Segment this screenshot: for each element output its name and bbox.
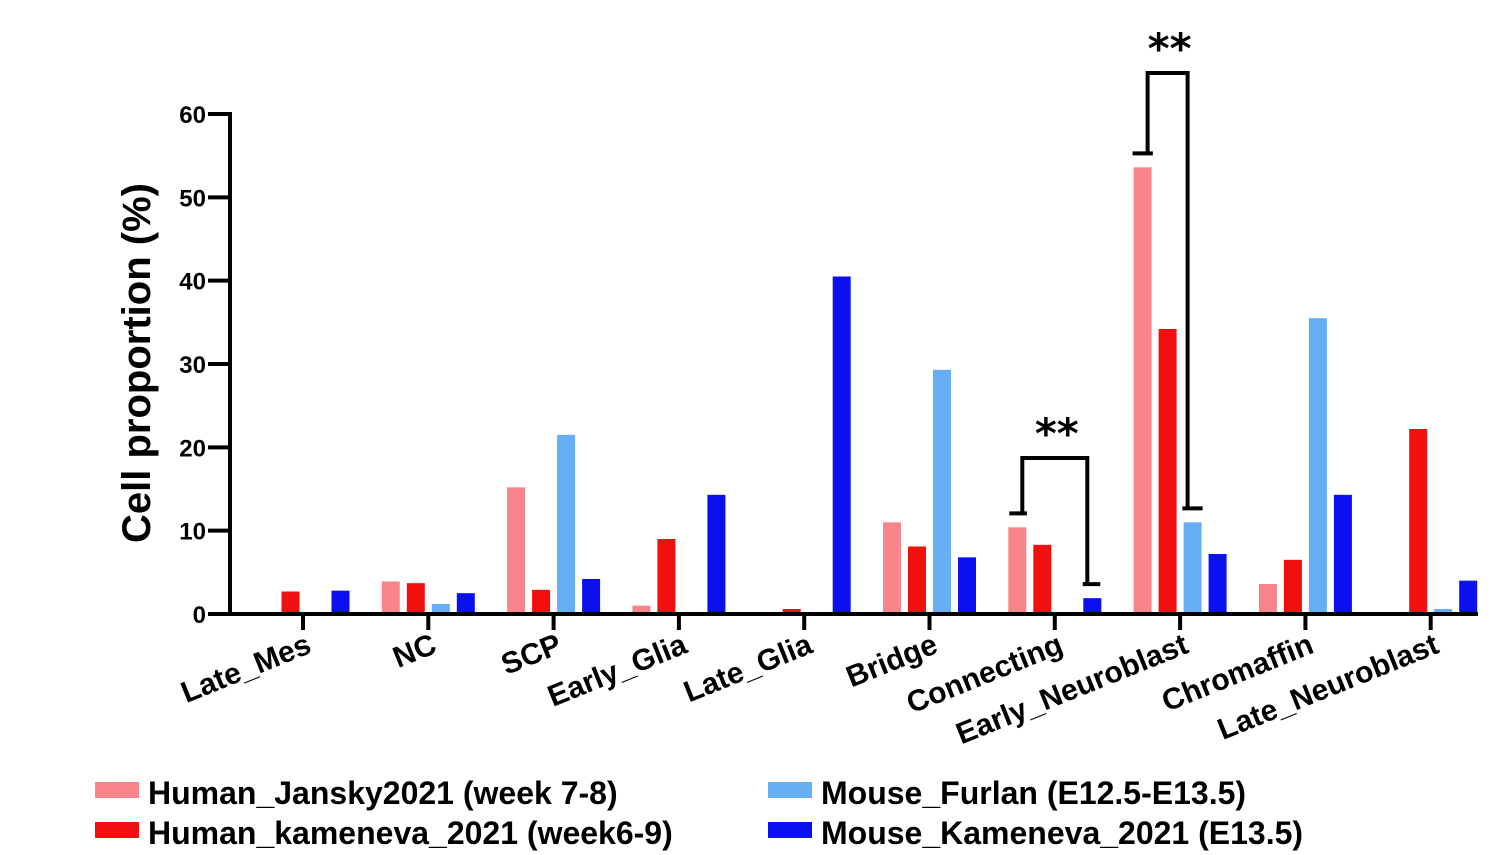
bar-scp-series-1 [507, 487, 526, 614]
bar-chromaffin-series-3 [1308, 318, 1327, 614]
bar-bridge-series-2 [908, 546, 926, 614]
legend-swatch [95, 782, 139, 798]
y-tick-label: 50 [179, 185, 206, 212]
legend-swatch [768, 782, 812, 798]
significance-label: ** [1035, 409, 1079, 458]
bars-layer [281, 167, 1478, 615]
bar-late_neuroblast-series-4 [1459, 580, 1478, 614]
bar-early_neuroblast-series-3 [1183, 522, 1202, 614]
axes-layer: 0 10 20 30 40 50 60 [179, 102, 1478, 630]
bar-early_neuroblast-series-2 [1158, 329, 1177, 614]
bar-late_mes-series-4 [331, 590, 350, 614]
x-tick-label-late_neuroblast: Late_Neuroblast [1213, 628, 1443, 747]
bar-early_neuroblast-series-1 [1133, 167, 1152, 615]
y-axis-label: Cell proportion (%) [115, 183, 159, 543]
bar-early_glia-series-1 [632, 605, 651, 614]
bar-scp-series-4 [582, 579, 601, 614]
bar-late_neuroblast-series-3 [1434, 609, 1453, 614]
bar-late_mes-series-2 [281, 591, 300, 614]
significance-label: ** [1148, 24, 1192, 73]
bar-late_neuroblast-series-2 [1409, 429, 1428, 614]
bar-scp-series-3 [557, 434, 576, 614]
bar-nc-series-2 [406, 583, 425, 614]
legend-label: Mouse_Furlan (E12.5-E13.5) [821, 775, 1246, 811]
bar-early_glia-series-2 [657, 539, 676, 614]
bar-early_neuroblast-series-4 [1208, 554, 1227, 614]
legend-label: Human_Jansky2021 (week 7-8) [148, 775, 618, 811]
bar-nc-series-1 [381, 581, 400, 614]
bar-connecting-series-2 [1033, 544, 1052, 614]
legend-label: Mouse_Kameneva_2021 (E13.5) [821, 815, 1303, 851]
x-tick-label-scp: SCP [497, 628, 567, 682]
bar-chromaffin-series-4 [1333, 494, 1352, 614]
bar-bridge-series-1 [883, 522, 901, 614]
y-tick-label: 0 [193, 602, 206, 629]
y-tick-label: 30 [179, 352, 206, 379]
bar-chromaffin-series-1 [1258, 584, 1277, 614]
bar-bridge-series-3 [933, 369, 951, 614]
legend-swatch [95, 822, 139, 838]
bar-late_glia-series-4 [832, 276, 851, 614]
bar-early_glia-series-4 [707, 494, 726, 614]
bar-nc-series-3 [431, 604, 450, 614]
x-tick-label-nc: NC [388, 628, 441, 675]
y-tick-label: 60 [179, 102, 206, 129]
significance-bracket [1020, 456, 1090, 585]
bar-nc-series-4 [456, 593, 475, 614]
x-tick-label-late_glia: Late_Glia [679, 628, 817, 709]
legend-label: Human_kameneva_2021 (week6-9) [148, 815, 673, 851]
y-tick-label: 40 [179, 269, 206, 296]
bar-bridge-series-4 [958, 557, 976, 614]
bar-chromaffin-series-2 [1283, 559, 1302, 614]
bar-connecting-series-4 [1083, 598, 1102, 614]
significance-bracket [1145, 71, 1190, 509]
x-tick-label-late_mes: Late_Mes [176, 628, 315, 710]
y-tick-label: 10 [179, 519, 206, 546]
significance-annotations: ** ** [1009, 24, 1203, 587]
legend-swatch [768, 822, 812, 838]
x-tick-label-early_glia: Early_Glia [543, 628, 692, 714]
bar-late_glia-series-2 [782, 609, 801, 614]
bar-connecting-series-1 [1008, 527, 1027, 614]
y-tick-label: 20 [179, 435, 206, 462]
bar-scp-series-2 [532, 589, 551, 614]
legend: Human_Jansky2021 (week 7-8) Human_kamenev… [95, 775, 1303, 851]
